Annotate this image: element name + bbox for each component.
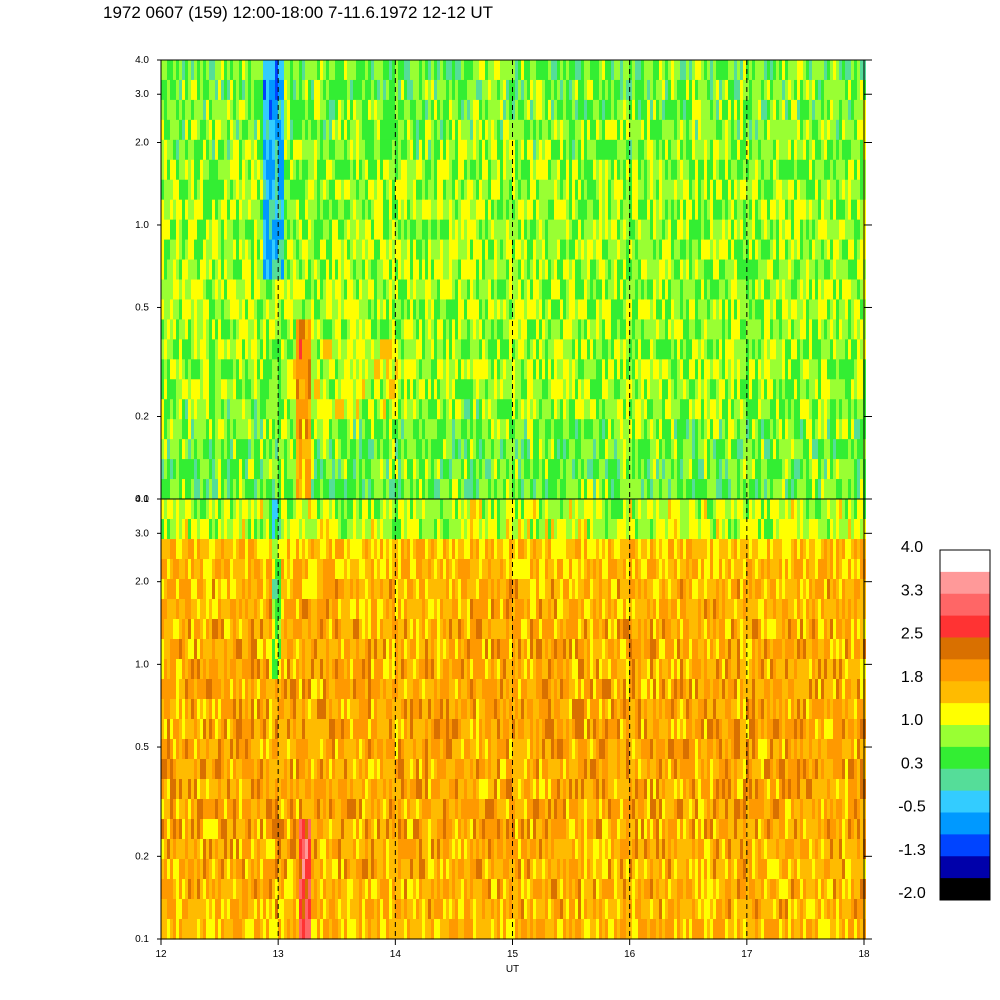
colorbar-swatch: [940, 571, 990, 595]
y-tick-label: 0.5: [135, 742, 149, 753]
x-tick-label: 18: [858, 949, 870, 960]
colorbar-swatch: [940, 812, 990, 835]
colorbar-label: 1.8: [901, 669, 923, 686]
colorbar-swatch: [940, 856, 990, 879]
y-tick-label: 2.0: [135, 137, 149, 148]
y-tick-label: 1.0: [135, 659, 149, 670]
colorbar-label: 4.0: [901, 539, 923, 556]
colorbar-label: 1.0: [901, 712, 923, 729]
colorbar-swatch: [940, 725, 990, 748]
y-tick-label: 0.5: [135, 302, 149, 313]
colorbar-label: 3.3: [901, 582, 923, 599]
y-tick-label: 0.2: [135, 412, 149, 423]
x-tick-label: 17: [741, 949, 753, 960]
y-tick-label: 4.0: [135, 55, 149, 66]
colorbar-swatch: [940, 746, 990, 770]
bottom-panel-spectrogram: [161, 499, 866, 940]
y-tick-label: 3.0: [135, 89, 149, 100]
x-tick-label: 12: [155, 949, 167, 960]
colorbar-swatch: [940, 550, 990, 573]
colorbar-swatch: [940, 834, 990, 857]
colorbar-swatch: [940, 681, 990, 704]
colorbar-label: 0.3: [901, 755, 923, 772]
top-panel-spectrogram: [161, 60, 866, 500]
colorbar-frame: [939, 549, 991, 901]
y-tick-label: 2.0: [135, 577, 149, 588]
colorbar-swatch: [940, 703, 990, 726]
colorbar-label: -2.0: [898, 885, 926, 902]
x-tick-label: 14: [390, 949, 402, 960]
y-tick-label: 0.1: [135, 494, 149, 505]
y-tick-label: 4.0: [135, 494, 149, 505]
colorbar-swatch: [940, 878, 990, 901]
y-tick-label: 1.0: [135, 220, 149, 231]
colorbar-label: -1.3: [898, 842, 926, 859]
x-tick-label: 16: [624, 949, 636, 960]
colorbar-label: 2.5: [901, 626, 923, 643]
x-axis-label: UT: [506, 964, 519, 975]
y-tick-label: 3.0: [135, 528, 149, 539]
colorbar-swatch: [940, 790, 990, 813]
colorbar-swatch: [940, 768, 990, 792]
colorbar-swatch: [940, 637, 990, 660]
x-tick-label: 15: [507, 949, 519, 960]
chart-title: 1972 0607 (159) 12:00-18:00 7-11.6.1972 …: [103, 3, 494, 22]
colorbar-swatch: [940, 659, 990, 682]
x-tick-label: 13: [273, 949, 285, 960]
y-tick-label: 0.1: [135, 934, 149, 945]
y-tick-label: 0.2: [135, 851, 149, 862]
colorbar-label: -0.5: [898, 799, 926, 816]
colorbar-swatch: [940, 593, 990, 617]
colorbar-swatch: [940, 615, 990, 638]
